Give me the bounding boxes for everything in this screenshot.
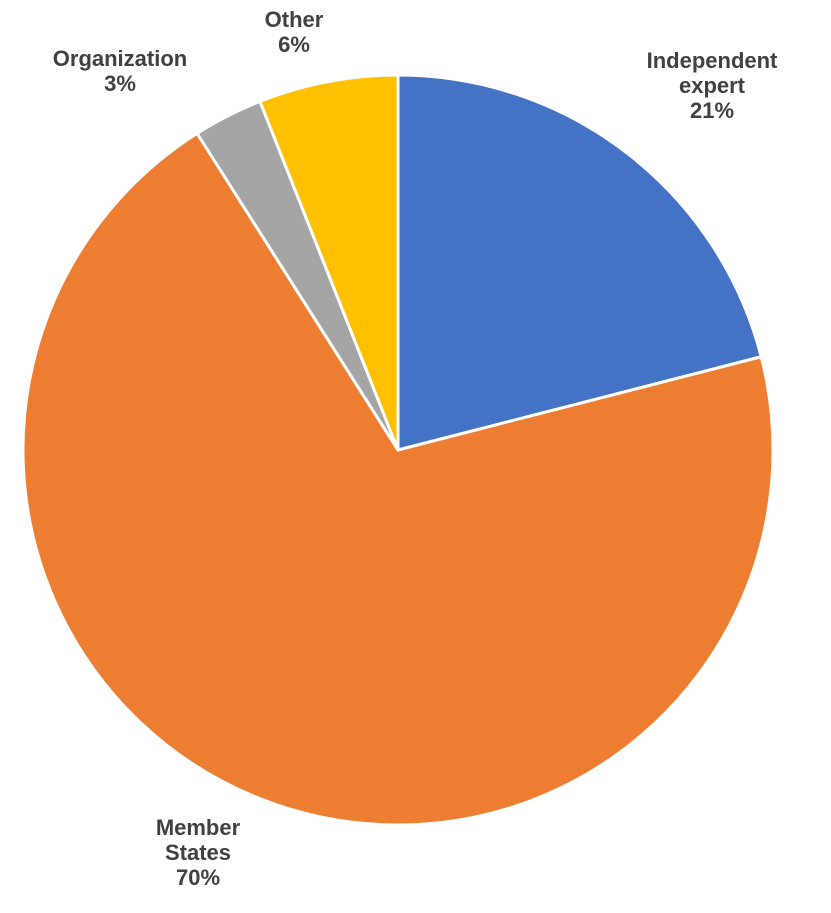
data-label-percent: 21% bbox=[690, 98, 734, 123]
pie-slice-independent-expert bbox=[396, 73, 763, 452]
data-label-category: Organization bbox=[53, 46, 187, 71]
data-label-independent-expert: Independent expert 21% bbox=[647, 48, 778, 123]
data-label-organization: Organization 3% bbox=[53, 46, 187, 96]
labels-layer: Independent expert 21% Member States 70% Organ… bbox=[53, 7, 778, 890]
data-label-category: Independent bbox=[647, 48, 778, 73]
pie-slice-member-states bbox=[21, 131, 775, 827]
data-label-category: Member bbox=[156, 815, 241, 840]
data-label-other: Other 6% bbox=[265, 7, 324, 57]
data-label-member-states: Member States 70% bbox=[156, 815, 241, 890]
data-label-category: Other bbox=[265, 7, 324, 32]
data-label-percent: 3% bbox=[104, 71, 136, 96]
data-label-category: expert bbox=[679, 73, 746, 98]
slices-layer bbox=[21, 73, 775, 827]
data-label-category: States bbox=[165, 840, 231, 865]
data-label-percent: 70% bbox=[176, 865, 220, 890]
pie-slice-other bbox=[258, 73, 400, 452]
data-label-percent: 6% bbox=[278, 32, 310, 57]
